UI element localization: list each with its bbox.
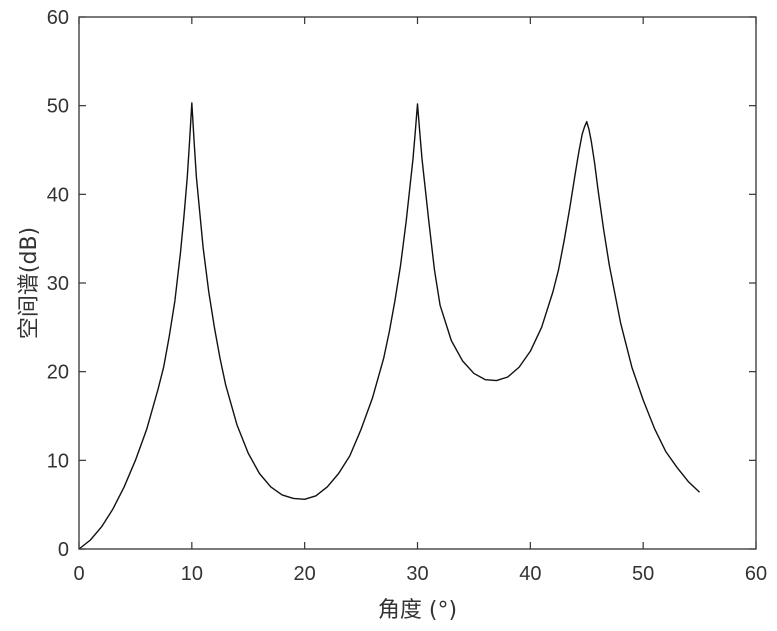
x-tick-label: 60 xyxy=(745,563,767,585)
y-tick-label: 50 xyxy=(47,96,69,118)
x-tick-label: 0 xyxy=(73,563,84,585)
y-tick-label: 30 xyxy=(47,273,69,295)
x-tick-label: 10 xyxy=(181,563,203,585)
tick-label-layer: 0 10 20 30 40 50 60 0 10 20 30 40 50 60 xyxy=(47,7,767,585)
x-tick-label: 50 xyxy=(632,563,654,585)
y-tick-label: 10 xyxy=(47,450,69,472)
y-axis-label: 空间谱(dB) xyxy=(17,227,42,339)
tick-layer xyxy=(79,17,756,549)
x-tick-label: 20 xyxy=(294,563,316,585)
x-tick-label: 40 xyxy=(519,563,541,585)
y-tick-label: 60 xyxy=(47,7,69,29)
y-tick-label: 40 xyxy=(47,184,69,206)
x-tick-label: 30 xyxy=(406,563,428,585)
y-tick-label: 20 xyxy=(47,362,69,384)
spectrum-line xyxy=(79,103,700,549)
x-axis-label: 角度 (°) xyxy=(378,598,457,623)
plot-frame xyxy=(79,17,756,549)
y-tick-label: 0 xyxy=(58,539,69,561)
